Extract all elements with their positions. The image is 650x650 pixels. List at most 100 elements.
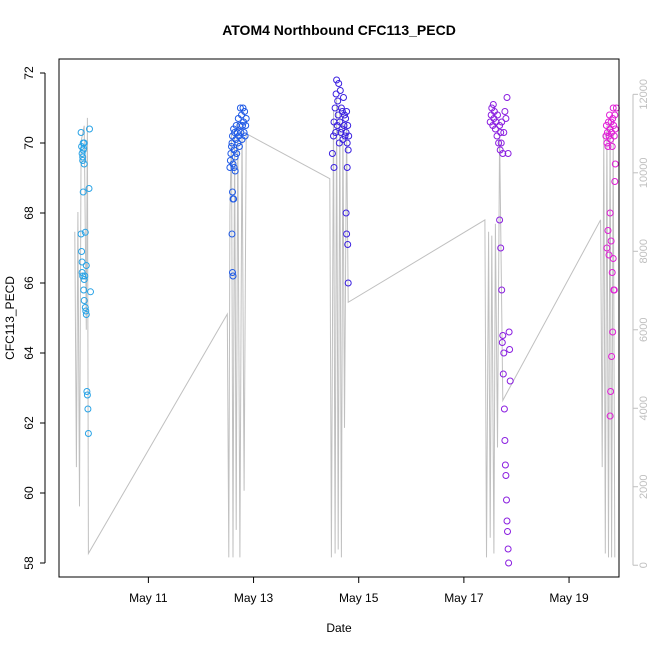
x-tick-label-0: May 11: [129, 591, 168, 605]
data-point-s3-29: [500, 349, 508, 357]
data-point-s0-12: [78, 258, 86, 266]
x-tick-label-1: May 13: [234, 591, 274, 605]
data-point-s2-1: [330, 132, 337, 140]
data-point-s2-28: [344, 146, 352, 154]
data-point-s1-20: [236, 104, 244, 112]
data-point-s2-30: [330, 164, 338, 171]
data-point-s3-7: [491, 125, 499, 133]
data-point-s3-31: [501, 437, 509, 444]
data-point-s4-29: [608, 353, 616, 360]
data-point-s0-29: [85, 185, 93, 192]
data-point-s3-5: [490, 115, 498, 122]
data-point-s3-40: [506, 346, 514, 353]
data-point-s3-11: [495, 139, 503, 147]
data-point-s2-0: [328, 150, 336, 157]
data-point-s3-28: [499, 370, 507, 378]
x-tick-label-2: May 15: [339, 591, 379, 605]
data-point-s0-17: [80, 276, 88, 283]
data-point-s4-9: [607, 136, 615, 143]
data-point-s2-16: [338, 125, 346, 133]
data-point-s1-13: [233, 150, 241, 157]
data-point-s4-23: [607, 237, 615, 245]
data-point-s4-15: [610, 122, 618, 129]
data-point-s1-21: [237, 129, 245, 136]
data-point-s0-18: [80, 297, 88, 304]
data-point-s3-23: [496, 216, 504, 224]
data-point-s2-33: [343, 230, 351, 238]
data-point-s0-22: [82, 307, 90, 315]
data-point-s1-14: [233, 129, 241, 136]
data-point-s4-30: [607, 388, 615, 395]
data-point-s0-15: [79, 188, 87, 196]
data-point-s4-28: [609, 328, 617, 336]
data-points-group: [77, 76, 620, 567]
data-point-s3-18: [500, 129, 508, 136]
data-point-s3-39: [505, 328, 513, 336]
data-point-s0-19: [81, 272, 89, 280]
data-point-s1-38: [230, 164, 238, 171]
data-point-s3-26: [498, 339, 506, 346]
data-point-s2-26: [343, 139, 351, 147]
y2-tick-label-6: 12000: [638, 79, 650, 110]
data-point-s4-19: [603, 244, 611, 252]
data-point-s4-0: [602, 132, 610, 140]
data-point-s3-9: [493, 132, 501, 140]
y2-tick-label-5: 10000: [638, 158, 650, 189]
data-point-s2-8: [334, 97, 342, 105]
data-point-s2-6: [333, 76, 341, 84]
x-axis: May 11 May 13 May 15 May 17 May 19: [129, 576, 589, 605]
data-point-s0-26: [83, 391, 91, 399]
data-point-s0-8: [80, 139, 88, 147]
y-axis: 58 60 62 64 66 68 70 72: [22, 66, 46, 570]
data-point-s4-32: [611, 178, 619, 185]
x-tick-label-3: May 17: [444, 591, 484, 605]
y-tick-label-68: 68: [22, 206, 36, 220]
data-point-s0-16: [80, 286, 88, 294]
data-point-s4-12: [608, 143, 616, 150]
data-point-s3-37: [504, 545, 512, 553]
altitude-trace-group: [74, 98, 616, 558]
data-point-s3-14: [497, 129, 505, 136]
y-tick-label-62: 62: [22, 416, 36, 430]
data-point-s2-19: [340, 94, 347, 101]
data-point-s0-3: [79, 157, 87, 164]
data-point-s4-2: [603, 139, 611, 147]
data-point-s0-11: [78, 248, 86, 255]
data-point-s4-1: [602, 122, 610, 129]
data-point-s3-30: [500, 405, 508, 413]
data-point-s4-18: [611, 125, 619, 133]
data-point-s1-29: [241, 132, 249, 140]
data-point-s1-34: [230, 195, 238, 203]
data-point-s4-17: [611, 111, 619, 119]
data-point-s2-22: [341, 132, 349, 140]
y-tick-label-72: 72: [22, 66, 36, 80]
data-point-s3-15: [497, 139, 505, 147]
y-axis-label: CFC113_PECD: [3, 276, 17, 360]
data-point-s0-10: [77, 230, 85, 238]
data-point-s0-28: [84, 430, 92, 437]
chart-title: ATOM4 Northbound CFC113_PECD: [222, 22, 456, 38]
y-tick-label-66: 66: [22, 276, 36, 290]
data-point-s0-31: [87, 288, 94, 296]
data-point-s2-31: [343, 164, 351, 171]
data-point-s1-25: [239, 104, 247, 112]
secondary-y-axis: 0 2000 4000 6000 8000 10000 12000: [632, 79, 650, 568]
x-axis-label: Date: [326, 621, 352, 635]
data-point-s3-38: [505, 559, 513, 567]
data-point-s2-21: [341, 111, 348, 119]
data-point-s4-20: [604, 227, 612, 234]
data-point-s1-28: [241, 108, 249, 115]
altitude-trace-line: [74, 98, 616, 558]
data-point-s3-36: [504, 528, 511, 535]
data-point-s2-10: [335, 80, 343, 87]
data-point-s3-16: [498, 118, 506, 126]
data-point-s1-15: [234, 139, 242, 147]
y2-tick-label-1: 2000: [638, 475, 650, 499]
data-point-s2-13: [336, 87, 344, 94]
data-point-s1-39: [231, 167, 239, 175]
data-point-s2-11: [335, 139, 343, 147]
data-point-s4-13: [609, 115, 617, 122]
data-point-s3-17: [499, 150, 507, 157]
data-point-s0-21: [81, 304, 89, 311]
data-point-s1-18: [235, 143, 243, 150]
